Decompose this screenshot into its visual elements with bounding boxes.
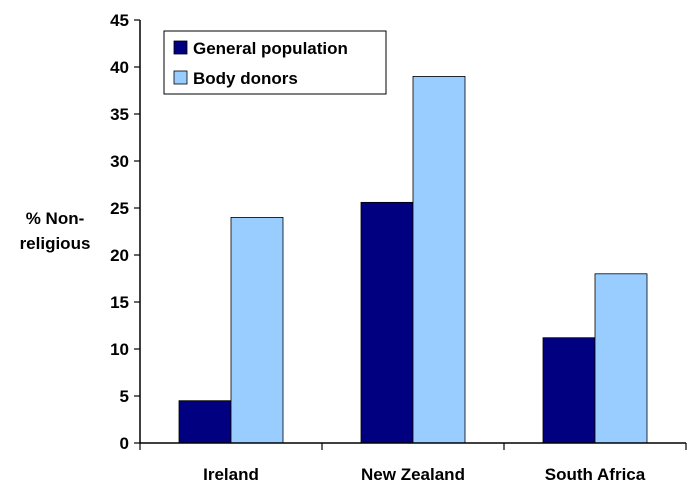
y-tick-label: 10 bbox=[110, 340, 129, 359]
legend: General population Body donors bbox=[163, 30, 387, 95]
y-tick-label: 40 bbox=[110, 58, 129, 77]
bar-ireland-body-donors bbox=[230, 216, 284, 444]
y-axis-label: % Non- religious bbox=[20, 209, 91, 253]
x-axis-categories: Ireland New Zealand South Africa bbox=[139, 443, 687, 484]
y-tick-label: 20 bbox=[110, 246, 129, 265]
x-category-label: South Africa bbox=[545, 465, 646, 484]
bar-south-africa-general-population bbox=[542, 337, 596, 444]
bar-new-zealand-general-population bbox=[360, 201, 414, 444]
y-tick-label: 30 bbox=[110, 152, 129, 171]
axes bbox=[139, 20, 686, 444]
bars bbox=[178, 76, 648, 444]
legend-label-general-population: General population bbox=[193, 39, 348, 58]
legend-swatch-body-donors bbox=[173, 70, 188, 85]
y-tick-label: 45 bbox=[110, 11, 129, 30]
legend-swatch-general-population bbox=[173, 40, 188, 55]
bar-ireland-general-population bbox=[178, 400, 232, 444]
y-tick-label: 5 bbox=[120, 387, 129, 406]
x-category-label: New Zealand bbox=[361, 465, 465, 484]
y-tick-label: 35 bbox=[110, 105, 129, 124]
y-axis-ticks: 0 5 10 15 20 25 30 35 40 45 bbox=[110, 11, 140, 453]
y-axis-label-line-2: religious bbox=[20, 234, 91, 253]
y-tick-label: 0 bbox=[120, 434, 129, 453]
bar-south-africa-body-donors bbox=[594, 273, 648, 444]
legend-box bbox=[163, 30, 387, 95]
y-tick-label: 15 bbox=[110, 293, 129, 312]
y-axis-label-line-1: % Non- bbox=[26, 209, 85, 228]
y-tick-label: 25 bbox=[110, 199, 129, 218]
bar-new-zealand-body-donors bbox=[412, 76, 466, 444]
legend-label-body-donors: Body donors bbox=[193, 69, 298, 88]
x-category-label: Ireland bbox=[203, 465, 259, 484]
